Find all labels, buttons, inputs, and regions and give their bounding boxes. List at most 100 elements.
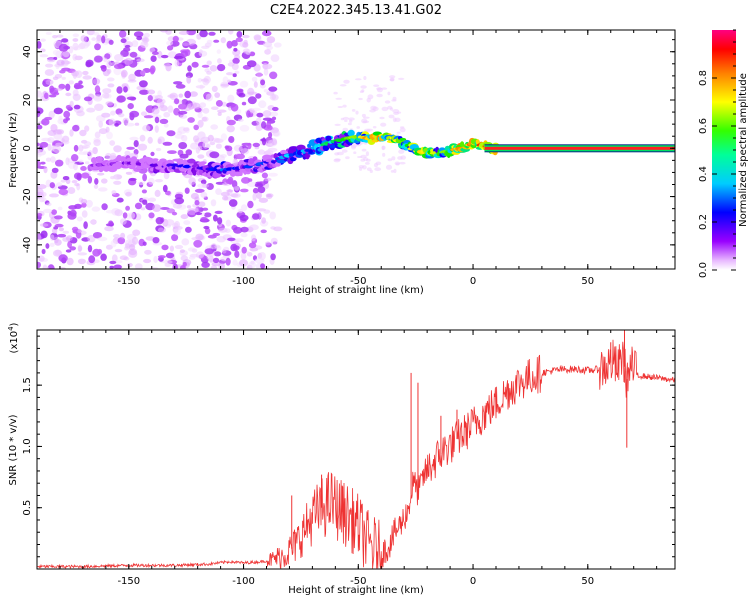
noise-speckle bbox=[234, 250, 240, 258]
noise-speckle bbox=[173, 228, 181, 236]
noise-speckle bbox=[105, 126, 110, 133]
noise-speckle bbox=[45, 63, 54, 68]
noise-speckle bbox=[98, 120, 103, 128]
noise-speckle bbox=[82, 75, 92, 80]
noise-speckle bbox=[143, 115, 154, 119]
noise-speckle bbox=[224, 228, 231, 234]
noise-speckle bbox=[225, 145, 233, 152]
x-tick-label: -150 bbox=[117, 276, 140, 287]
x-tick-label: 0 bbox=[470, 576, 476, 587]
noise-speckle bbox=[399, 127, 406, 133]
noise-speckle bbox=[150, 55, 157, 62]
noise-speckle bbox=[142, 173, 148, 182]
noise-speckle bbox=[186, 205, 192, 209]
noise-speckle bbox=[114, 248, 123, 253]
noise-speckle bbox=[111, 190, 117, 195]
noise-speckle bbox=[131, 236, 139, 245]
noise-speckle bbox=[271, 138, 278, 146]
noise-speckle bbox=[62, 230, 70, 234]
noise-speckle bbox=[58, 227, 64, 232]
noise-speckle bbox=[172, 203, 183, 209]
noise-speckle bbox=[39, 223, 49, 227]
noise-speckle bbox=[167, 150, 177, 155]
noise-speckle bbox=[76, 110, 85, 117]
x-tick-label: -100 bbox=[232, 576, 255, 587]
noise-speckle bbox=[44, 116, 53, 121]
noise-speckle bbox=[197, 112, 203, 118]
noise-speckle bbox=[87, 234, 96, 243]
noise-speckle bbox=[116, 95, 126, 103]
noise-speckle bbox=[128, 212, 136, 220]
noise-speckle bbox=[122, 117, 129, 125]
noise-speckle bbox=[256, 112, 264, 118]
noise-speckle bbox=[163, 123, 169, 128]
noise-speckle bbox=[106, 68, 112, 74]
noise-speckle bbox=[380, 122, 387, 127]
noise-speckle bbox=[129, 51, 138, 58]
noise-speckle bbox=[225, 257, 231, 266]
noise-speckle bbox=[369, 109, 376, 113]
noise-speckle bbox=[231, 40, 239, 47]
noise-speckle bbox=[160, 30, 168, 33]
noise-speckle bbox=[209, 65, 218, 72]
noise-speckle bbox=[142, 241, 147, 246]
noise-speckle bbox=[58, 115, 63, 122]
noise-speckle bbox=[400, 155, 407, 160]
ridge-blob bbox=[475, 139, 480, 145]
noise-speckle bbox=[258, 100, 267, 109]
x-tick-label: 0 bbox=[470, 276, 476, 287]
noise-speckle bbox=[154, 116, 160, 124]
spectrogram-y-axis-label: Frequency (Hz) bbox=[8, 112, 19, 188]
noise-speckle bbox=[206, 70, 212, 75]
noise-speckle bbox=[399, 161, 406, 165]
noise-speckle bbox=[65, 105, 72, 110]
noise-speckle bbox=[263, 209, 271, 214]
ridge-blob bbox=[289, 157, 297, 162]
noise-speckle bbox=[108, 220, 114, 226]
noise-speckle bbox=[94, 131, 101, 139]
noise-speckle bbox=[178, 142, 188, 150]
noise-speckle bbox=[150, 151, 155, 157]
noise-speckle bbox=[242, 48, 250, 54]
noise-speckle bbox=[60, 179, 66, 183]
colorbar: 0.0 0.2 0.4 0.6 0.8 Normalized spectral ampl… bbox=[698, 29, 749, 278]
spectrogram-marks bbox=[37, 30, 675, 269]
noise-speckle bbox=[390, 77, 395, 82]
y-tick-label: 20 bbox=[22, 94, 33, 107]
noise-speckle bbox=[187, 208, 198, 216]
noise-speckle bbox=[159, 207, 170, 210]
noise-speckle bbox=[40, 230, 48, 239]
noise-speckle bbox=[269, 111, 279, 117]
noise-speckle bbox=[228, 199, 238, 207]
noise-speckle bbox=[226, 119, 236, 126]
noise-speckle bbox=[263, 68, 269, 76]
noise-speckle bbox=[202, 140, 209, 149]
noise-speckle bbox=[209, 151, 220, 159]
noise-speckle bbox=[356, 126, 361, 129]
noise-speckle bbox=[119, 255, 128, 260]
noise-speckle bbox=[45, 243, 50, 249]
svg-text:(x104): (x104) bbox=[7, 322, 20, 353]
noise-speckle bbox=[171, 234, 179, 242]
noise-speckle bbox=[188, 177, 196, 186]
noise-speckle bbox=[250, 234, 257, 242]
colorbar-tick-label: 0.0 bbox=[698, 262, 709, 278]
noise-speckle bbox=[261, 217, 266, 224]
noise-speckle bbox=[73, 163, 78, 171]
noise-speckle bbox=[241, 204, 248, 212]
noise-speckle bbox=[40, 48, 46, 53]
ridge-blob bbox=[155, 166, 164, 170]
noise-speckle bbox=[174, 59, 180, 67]
noise-speckle bbox=[77, 252, 88, 256]
noise-speckle bbox=[381, 145, 385, 151]
x-tick-label: -50 bbox=[350, 576, 366, 587]
noise-speckle bbox=[239, 124, 250, 132]
noise-speckle bbox=[102, 88, 112, 94]
noise-speckle bbox=[200, 191, 208, 198]
noise-speckle bbox=[361, 113, 366, 118]
noise-speckle bbox=[373, 84, 380, 87]
noise-speckle bbox=[71, 180, 78, 184]
noise-speckle bbox=[65, 235, 73, 242]
noise-speckle bbox=[398, 77, 405, 80]
